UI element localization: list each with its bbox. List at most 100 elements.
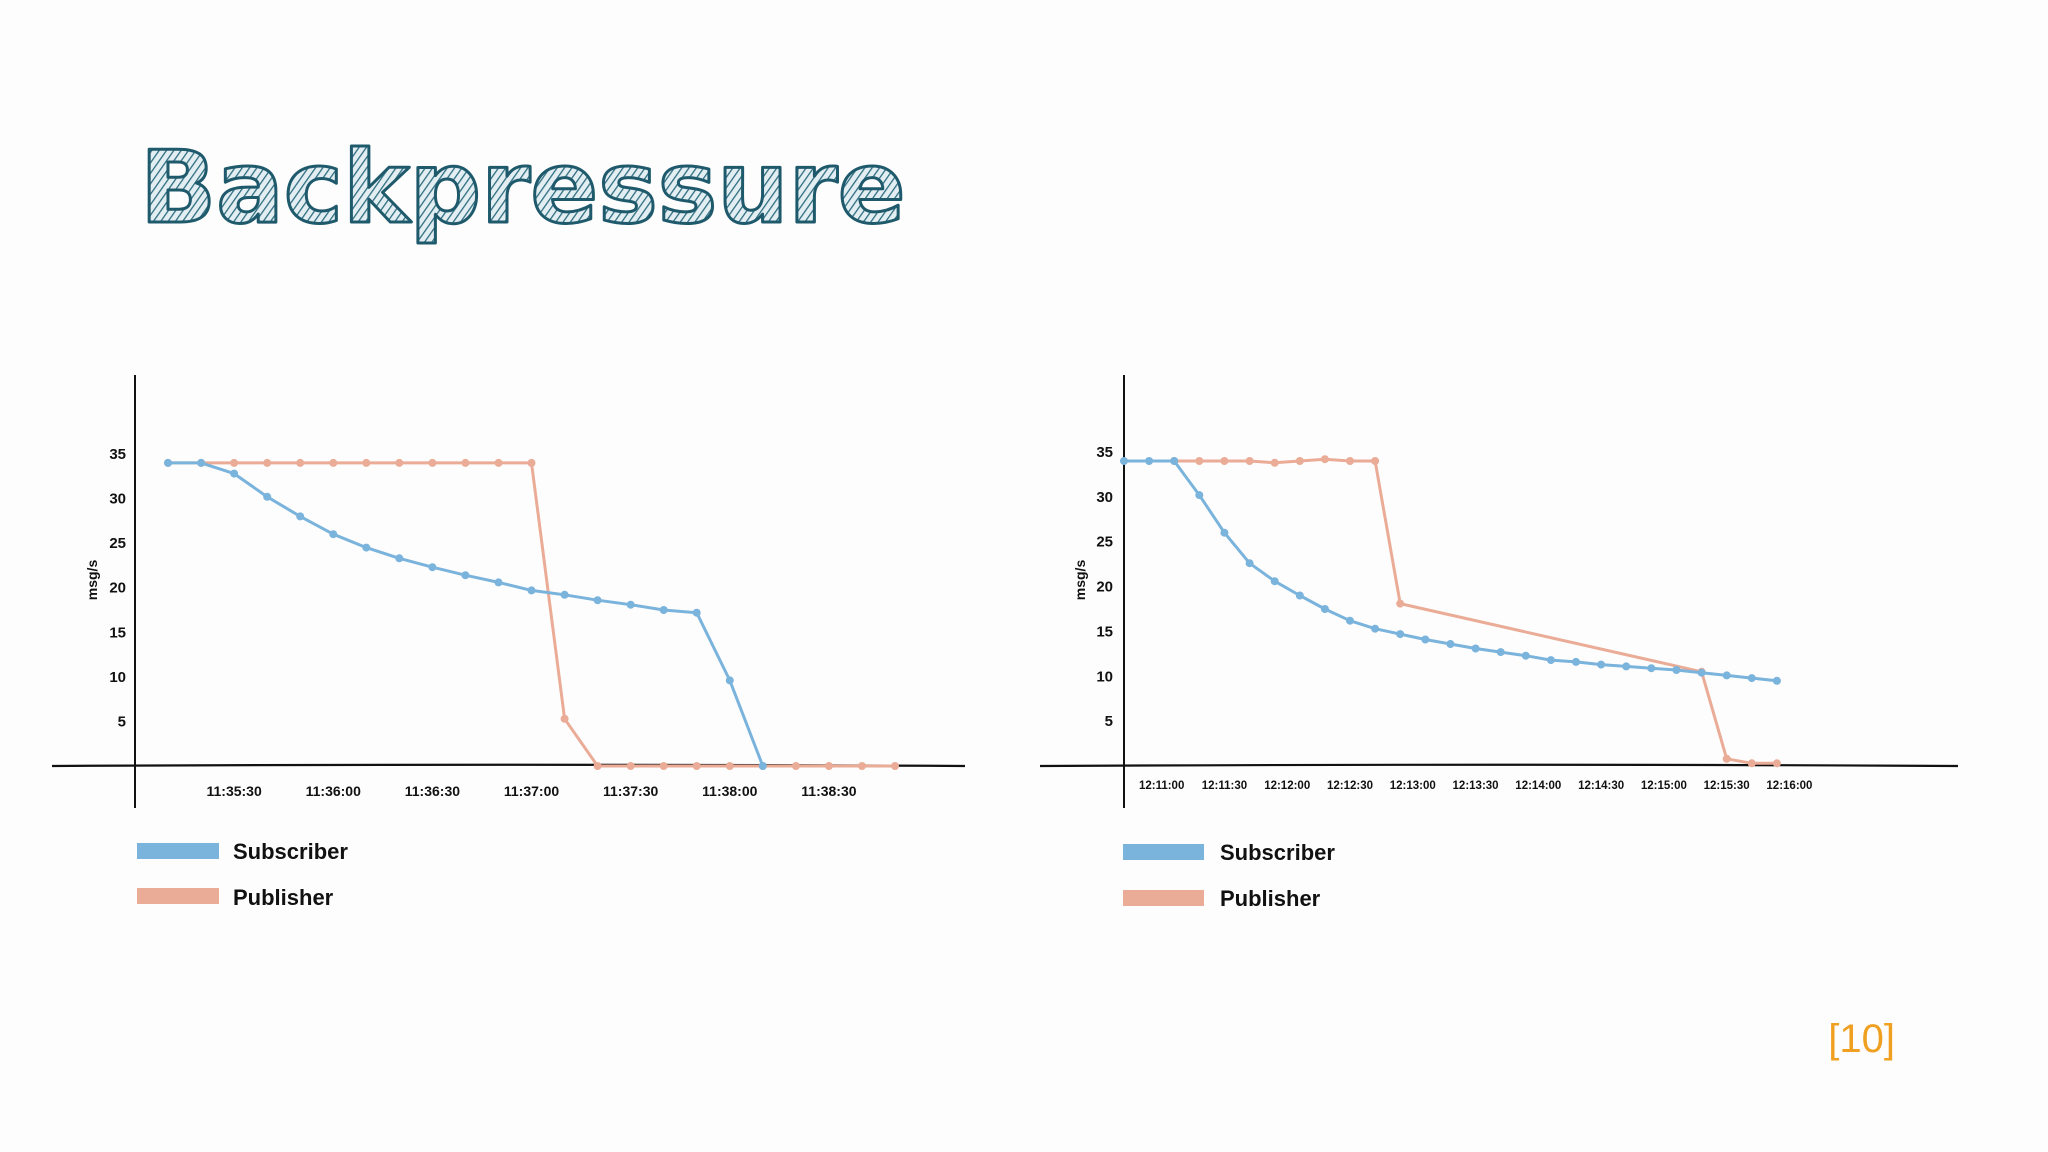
data-point-subscriber bbox=[1572, 657, 1580, 666]
y-tick-label: 30 bbox=[1096, 489, 1113, 506]
y-tick-label: 20 bbox=[1096, 579, 1113, 596]
data-point-publisher bbox=[329, 458, 338, 467]
y-tick-label: 35 bbox=[1096, 444, 1113, 461]
legend-label-publisher: Publisher bbox=[1220, 886, 1321, 911]
x-tick-label: 11:36:30 bbox=[405, 783, 460, 799]
y-tick-label: 15 bbox=[109, 624, 126, 641]
data-point-subscriber bbox=[725, 676, 734, 685]
data-point-subscriber bbox=[1371, 624, 1380, 633]
data-point-publisher bbox=[626, 762, 635, 770]
x-tick-label: 11:35:30 bbox=[206, 783, 261, 799]
chart-right-legend: Subscriber Publisher bbox=[1123, 840, 1335, 911]
data-point-subscriber bbox=[197, 458, 206, 467]
data-point-subscriber bbox=[1772, 676, 1781, 685]
data-point-subscriber bbox=[329, 530, 338, 539]
data-point-subscriber bbox=[560, 590, 569, 599]
series-publisher bbox=[164, 458, 899, 770]
y-tick-label: 25 bbox=[1096, 534, 1113, 551]
data-point-publisher bbox=[461, 458, 470, 467]
data-point-subscriber bbox=[395, 554, 404, 563]
x-tick-label: 11:36:00 bbox=[306, 783, 361, 799]
data-point-publisher bbox=[1371, 457, 1380, 465]
data-point-subscriber bbox=[263, 492, 272, 501]
x-tick-label: 12:12:00 bbox=[1264, 780, 1310, 792]
x-tick-label: 12:13:30 bbox=[1453, 780, 1499, 792]
data-point-subscriber bbox=[230, 469, 239, 478]
chart-left-y-axis-title: msg/s bbox=[84, 560, 100, 601]
y-tick-label: 20 bbox=[109, 580, 126, 597]
chart-right-y-tick-labels: 5 10 15 20 25 30 35 bbox=[1096, 444, 1113, 730]
data-point-subscriber bbox=[527, 586, 536, 595]
data-point-publisher bbox=[1396, 599, 1405, 608]
data-point-publisher bbox=[891, 762, 899, 770]
y-tick-label: 35 bbox=[109, 446, 126, 463]
data-point-subscriber bbox=[1145, 457, 1154, 465]
series-line-publisher bbox=[166, 461, 897, 768]
x-tick-label: 11:38:30 bbox=[801, 783, 856, 799]
x-tick-label: 12:14:30 bbox=[1578, 780, 1624, 792]
data-point-subscriber bbox=[1320, 605, 1329, 613]
data-point-subscriber bbox=[1496, 648, 1505, 657]
data-point-publisher bbox=[1772, 759, 1781, 768]
data-point-subscriber bbox=[1647, 664, 1656, 673]
data-point-subscriber bbox=[1546, 656, 1555, 665]
data-point-publisher bbox=[527, 458, 536, 467]
data-point-subscriber bbox=[1120, 457, 1128, 465]
y-tick-label: 25 bbox=[109, 535, 126, 552]
chart-right-axes bbox=[1039, 375, 1959, 808]
x-tick-label: 12:11:00 bbox=[1139, 780, 1184, 792]
data-point-subscriber bbox=[1245, 559, 1254, 568]
data-point-subscriber bbox=[1471, 644, 1480, 653]
data-point-subscriber bbox=[1446, 640, 1455, 648]
data-point-publisher bbox=[1245, 457, 1254, 465]
data-point-publisher bbox=[1747, 759, 1756, 768]
chart-right-series bbox=[1120, 455, 1781, 768]
data-point-publisher bbox=[659, 762, 668, 770]
x-tick-label: 12:16:00 bbox=[1766, 780, 1812, 792]
legend-swatch-subscriber bbox=[1123, 844, 1204, 860]
data-point-subscriber bbox=[1597, 660, 1606, 669]
data-point-publisher bbox=[692, 762, 701, 770]
legend-swatch-subscriber bbox=[137, 843, 219, 859]
data-point-publisher bbox=[824, 762, 833, 770]
data-point-subscriber bbox=[1346, 616, 1354, 625]
y-tick-label: 30 bbox=[109, 491, 126, 508]
data-point-publisher bbox=[1722, 754, 1731, 763]
y-tick-label: 15 bbox=[1096, 623, 1113, 640]
chart-left-x-tick-labels: 11:35:30 11:36:00 11:36:30 11:37:00 11:37:30… bbox=[206, 783, 856, 799]
data-point-subscriber bbox=[1170, 457, 1179, 465]
data-point-subscriber bbox=[659, 606, 668, 614]
x-tick-label: 12:14:00 bbox=[1515, 780, 1561, 792]
y-tick-label: 10 bbox=[1096, 668, 1113, 685]
data-point-publisher bbox=[791, 762, 800, 770]
legend-swatch-publisher bbox=[1123, 890, 1204, 906]
chart-right-y-axis-title: msg/s bbox=[1072, 560, 1088, 601]
data-point-subscriber bbox=[1295, 591, 1304, 600]
data-point-subscriber bbox=[1622, 662, 1631, 671]
data-point-subscriber bbox=[758, 762, 767, 770]
data-point-subscriber bbox=[1521, 651, 1530, 660]
legend-swatch-publisher bbox=[137, 888, 219, 904]
data-point-publisher bbox=[296, 458, 305, 467]
x-tick-label: 11:37:30 bbox=[603, 783, 658, 799]
data-point-subscriber bbox=[1396, 630, 1405, 639]
y-tick-label: 5 bbox=[118, 713, 126, 730]
data-point-publisher bbox=[1220, 457, 1229, 465]
x-tick-label: 12:15:30 bbox=[1704, 780, 1750, 792]
data-point-subscriber bbox=[461, 571, 470, 580]
data-point-publisher bbox=[1295, 457, 1304, 465]
chart-left-axes bbox=[51, 375, 966, 808]
series-subscriber bbox=[1120, 457, 1781, 685]
data-point-subscriber bbox=[1421, 635, 1430, 644]
data-point-publisher bbox=[428, 458, 437, 467]
data-point-publisher bbox=[1270, 458, 1279, 467]
chart-left-legend: Subscriber Publisher bbox=[137, 839, 348, 910]
data-point-publisher bbox=[395, 458, 404, 467]
data-point-subscriber bbox=[1672, 666, 1681, 674]
data-point-subscriber bbox=[164, 458, 172, 467]
data-point-publisher bbox=[1346, 457, 1354, 465]
series-line-subscriber bbox=[166, 461, 765, 768]
series-subscriber bbox=[164, 458, 767, 770]
